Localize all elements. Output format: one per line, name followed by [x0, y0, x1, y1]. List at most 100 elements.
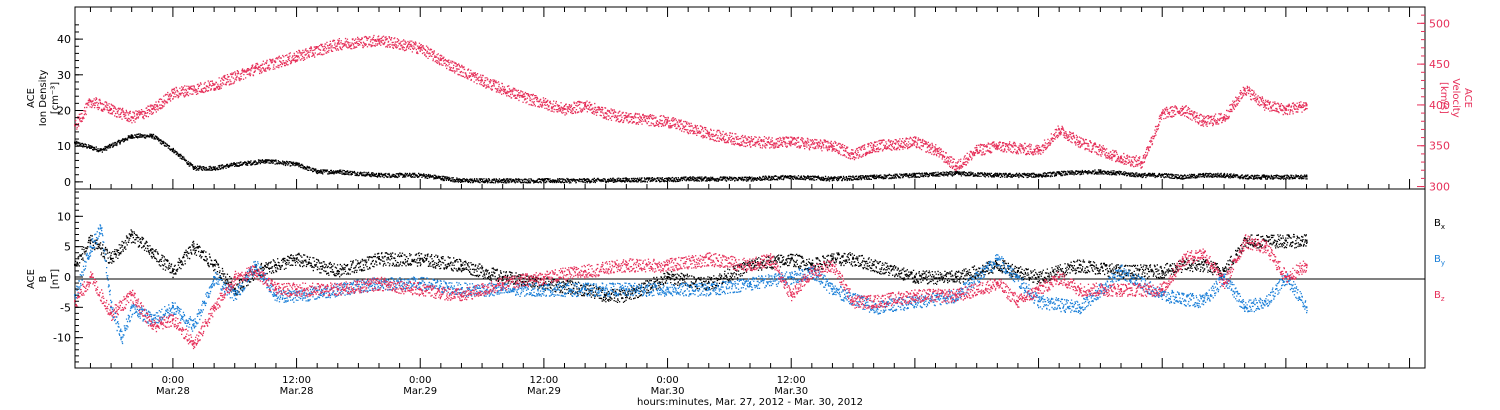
- top-panel-frame: [74, 6, 1426, 190]
- bz-series-point: [171, 318, 174, 321]
- bz-series-point: [110, 312, 113, 315]
- by-series-point: [213, 275, 216, 278]
- top-left-tick-label: 20: [57, 104, 71, 117]
- bz-series-scatter: [75, 234, 1308, 350]
- bx-series-point: [233, 288, 236, 291]
- bz-series-point: [625, 263, 628, 266]
- bz-series-point: [1264, 245, 1267, 248]
- by-series-point: [790, 275, 793, 278]
- velocity-series-point: [171, 91, 174, 94]
- bx-series-point: [666, 275, 669, 278]
- bx-series-point: [1078, 263, 1081, 266]
- velocity-series-point: [1243, 87, 1246, 90]
- velocity-series-point: [831, 144, 834, 147]
- ion-density-series-point: [1099, 170, 1102, 173]
- by-series-point: [542, 288, 545, 291]
- velocity-series-point: [1305, 103, 1308, 106]
- ion-density-series-point: [378, 173, 381, 176]
- bottom-left-tick-label: 5: [64, 241, 71, 254]
- velocity-series-point: [1037, 148, 1040, 151]
- x-tick-date-label: Mar.30: [774, 386, 808, 397]
- ion-density-series-point: [264, 159, 267, 162]
- by-series-point: [192, 324, 195, 327]
- top-panel-marks: [74, 34, 1308, 184]
- top-right-ylabel-line2: Velocity: [1450, 78, 1461, 117]
- bottom-left-ylabel-line1: ACE: [26, 269, 37, 289]
- top-right-ylabel-line1: ACE: [1462, 88, 1473, 108]
- bz-series-point: [1119, 288, 1122, 291]
- by-series-point: [707, 288, 710, 291]
- by-series-point: [1078, 306, 1081, 309]
- top-left-tick-label: 0: [64, 176, 71, 189]
- bx-series-point: [192, 245, 195, 248]
- ion-density-series-scatter: [75, 133, 1308, 184]
- velocity-series-point: [295, 54, 298, 57]
- bx-series-point: [955, 275, 958, 278]
- velocity-series: [74, 34, 1308, 172]
- bottom-left-tick-label: -5: [60, 301, 71, 314]
- top-right-tick-label: 350: [1429, 140, 1450, 153]
- top-right-ylabel-line3: [km/s]: [1438, 82, 1449, 114]
- bottom-left-tick-label: -10: [53, 332, 71, 345]
- bz-series-point: [213, 306, 216, 309]
- x-axis-title: hours:minutes, Mar. 27, 2012 - Mar. 30, …: [637, 397, 863, 408]
- velocity-series-point: [336, 42, 339, 45]
- by-series-point: [1037, 300, 1040, 303]
- velocity-series-scatter: [75, 34, 1308, 172]
- bz-series-point: [501, 282, 504, 285]
- top-left-tick-label: 30: [57, 69, 71, 82]
- velocity-series-point: [151, 108, 154, 111]
- top-left-ylabel: ACE Ion Density [cm⁻³]: [26, 70, 61, 127]
- bz-series-point: [790, 294, 793, 297]
- x-tick-date-label: Mar.29: [527, 386, 561, 397]
- velocity-series-point: [1223, 116, 1226, 119]
- bx-series-point: [1161, 269, 1164, 272]
- legend: Bx By Bz: [1434, 218, 1445, 303]
- velocity-series-point: [584, 103, 587, 106]
- velocity-series-point: [1202, 120, 1205, 123]
- top-right-tick-label: 300: [1429, 181, 1450, 194]
- by-series-point: [1223, 275, 1226, 278]
- bz-series-point: [1284, 275, 1287, 278]
- top-right-tick-label: 400: [1429, 99, 1450, 112]
- ion-density-series-point: [316, 170, 319, 173]
- ion-density-series-point: [192, 166, 195, 169]
- top-left-ylabel-line2: Ion Density: [38, 70, 49, 127]
- by-series-point: [1243, 306, 1246, 309]
- x-tick-time-label: 0:00: [409, 375, 431, 386]
- by-series-point: [501, 288, 504, 291]
- x-tick-date-label: Mar.29: [403, 386, 437, 397]
- bottom-left-tick-label: 0: [64, 271, 71, 284]
- bz-series-point: [1202, 251, 1205, 254]
- by-series-point: [274, 294, 277, 297]
- bx-series-point: [604, 294, 607, 297]
- by-series-point: [120, 336, 123, 339]
- by-series-point: [666, 288, 669, 291]
- bz-series-point: [955, 294, 958, 297]
- ion-density-series-point: [1223, 173, 1226, 176]
- bx-series-point: [810, 263, 813, 266]
- by-series-point: [1202, 300, 1205, 303]
- velocity-series-point: [1078, 140, 1081, 143]
- bx-series: [74, 229, 1308, 303]
- bz-series-point: [254, 269, 257, 272]
- bottom-left-ylabel: ACE B [nT]: [26, 269, 61, 289]
- bz-series-point: [378, 282, 381, 285]
- bottom-left-ylabel-line2: B: [38, 275, 49, 282]
- ion-density-series-point: [151, 134, 154, 137]
- bz-series-point: [295, 288, 298, 291]
- by-series-point: [171, 306, 174, 309]
- top-left-tick-label: 10: [57, 140, 71, 153]
- bx-series-point: [1305, 239, 1308, 242]
- bx-series-scatter: [75, 229, 1308, 303]
- bx-series-point: [1202, 263, 1205, 266]
- bz-series-point: [233, 275, 236, 278]
- bz-series-point: [1181, 257, 1184, 260]
- top-right-tick-label: 450: [1429, 58, 1450, 71]
- bx-series-point: [151, 251, 154, 254]
- velocity-series-point: [439, 59, 442, 62]
- bz-series-point: [666, 263, 669, 266]
- velocity-series-point: [790, 140, 793, 143]
- bottom-left-ylabel-line3: [nT]: [50, 269, 61, 289]
- x-tick-time-label: 0:00: [656, 375, 678, 386]
